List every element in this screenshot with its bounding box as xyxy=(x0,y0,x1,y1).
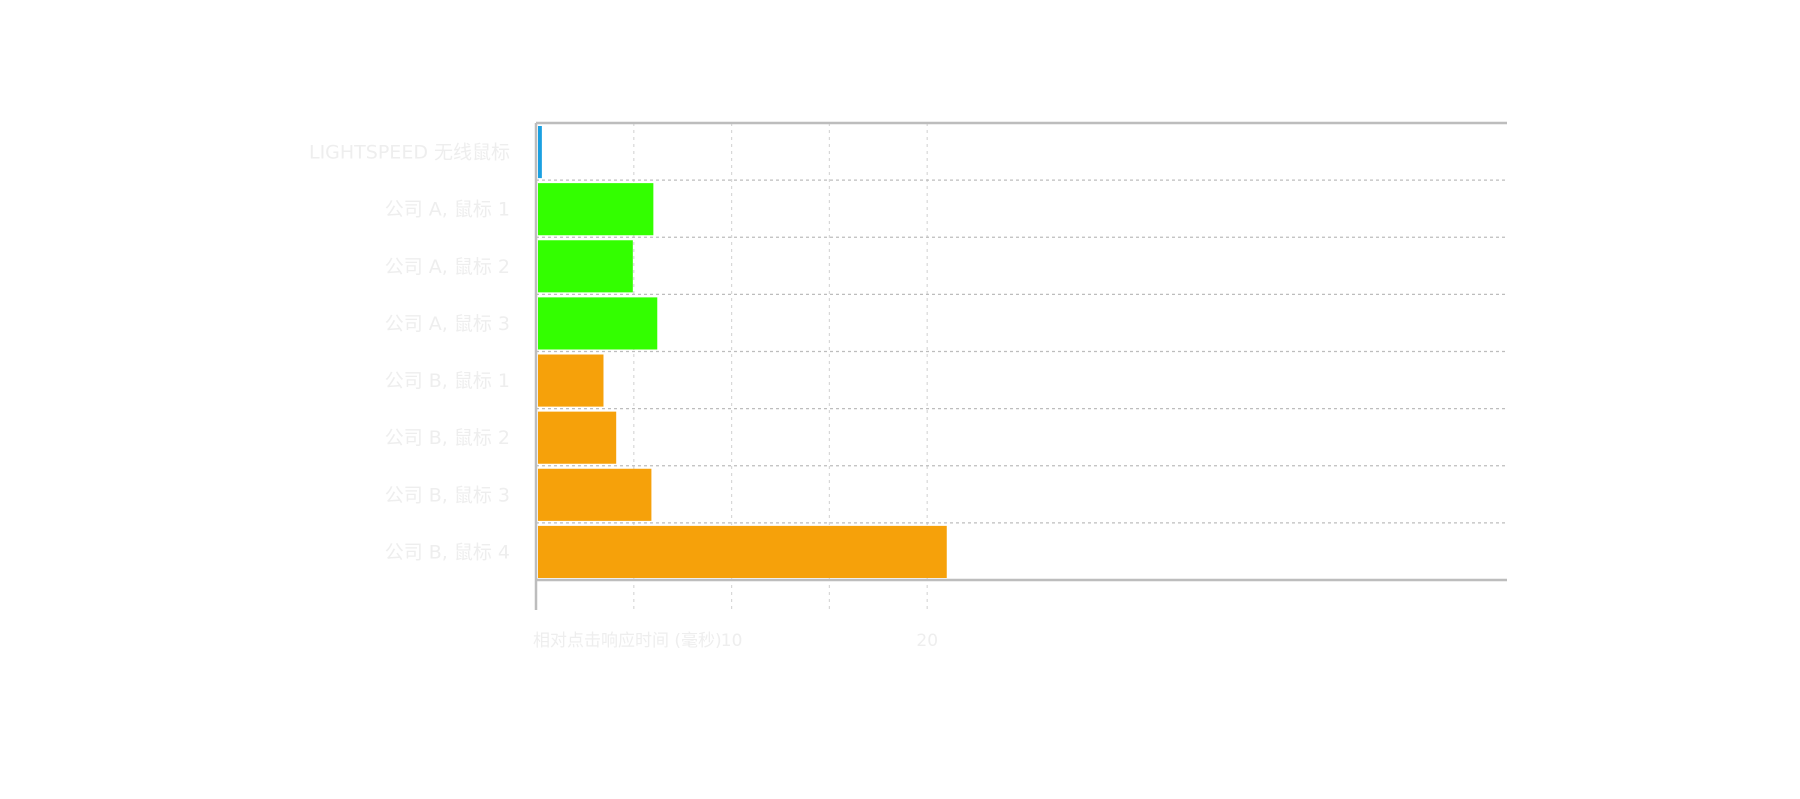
category-label: 公司 B, 鼠标 2 xyxy=(385,427,510,449)
axes xyxy=(534,121,1507,610)
bar xyxy=(538,354,604,407)
bar xyxy=(538,411,617,464)
category-label: 公司 B, 鼠标 4 xyxy=(385,541,510,563)
category-label: 公司 A, 鼠标 3 xyxy=(385,313,510,335)
bars xyxy=(538,126,947,578)
bar xyxy=(538,183,654,236)
bar xyxy=(538,468,652,521)
category-label: LIGHTSPEED 无线鼠标 xyxy=(309,142,510,164)
x-tick-labels: 10 20 xyxy=(721,631,938,651)
x-tick-label: 20 xyxy=(916,631,938,651)
category-label: 公司 A, 鼠标 2 xyxy=(385,256,510,278)
bar xyxy=(538,240,633,293)
bar xyxy=(538,297,658,350)
bar xyxy=(538,525,947,578)
bar xyxy=(538,126,542,179)
category-label: 公司 B, 鼠标 1 xyxy=(385,370,510,392)
category-label: 公司 A, 鼠标 1 xyxy=(385,199,510,221)
category-label: 公司 B, 鼠标 3 xyxy=(385,484,510,506)
x-axis-title: 相对点击响应时间 (毫秒) xyxy=(533,631,722,651)
x-tick-label: 10 xyxy=(721,631,743,651)
